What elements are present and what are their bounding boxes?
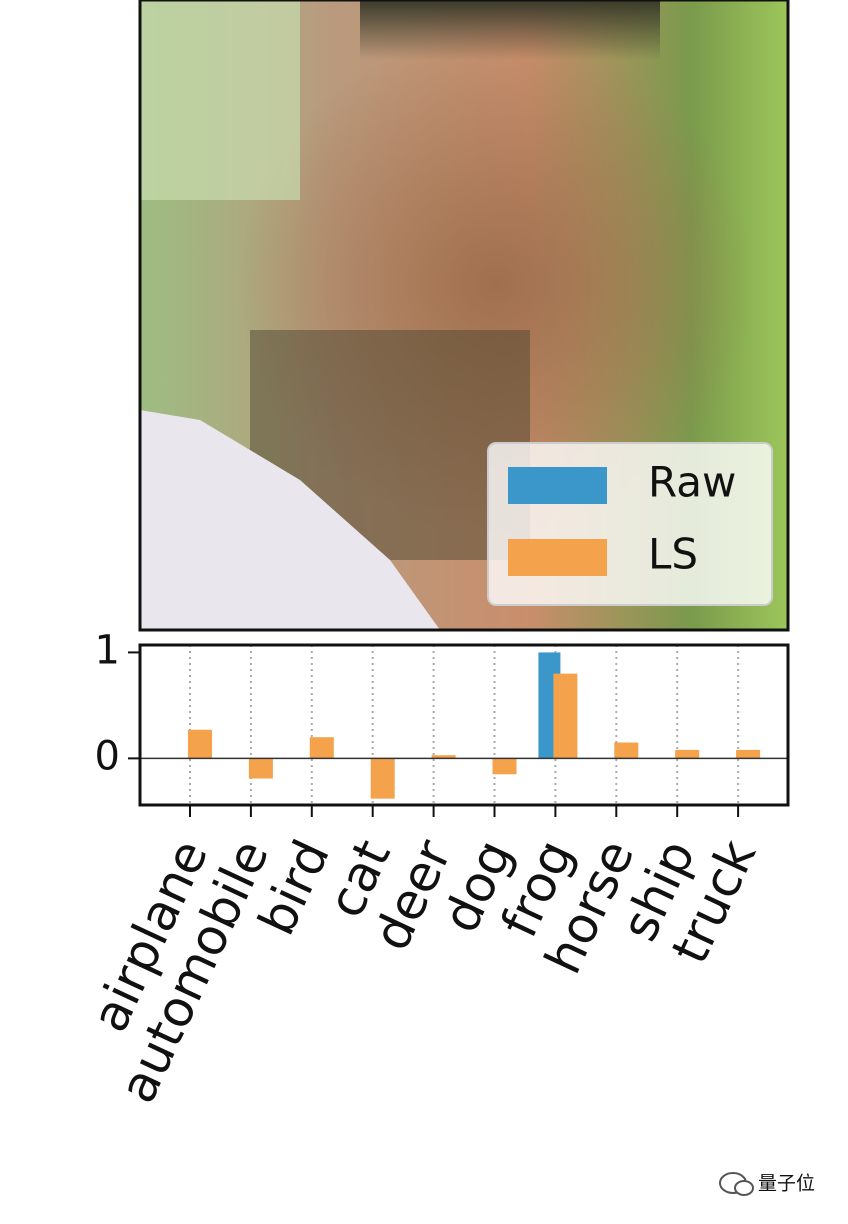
bar — [736, 749, 761, 759]
chart: airplaneautomobilebirdcatdeerdogfroghors… — [80, 627, 790, 1111]
bar — [431, 755, 456, 759]
legend-swatch — [508, 467, 607, 504]
bar — [370, 758, 395, 799]
plot-frame — [138, 643, 790, 807]
bar — [492, 758, 517, 775]
bar — [188, 729, 212, 759]
bar — [309, 737, 334, 759]
photo — [138, 0, 790, 632]
watermark: 量子位 — [719, 1172, 815, 1196]
bar — [553, 673, 578, 759]
legend-swatch — [508, 539, 607, 576]
bar — [675, 749, 700, 759]
legend-label: Raw — [648, 458, 736, 507]
bar — [614, 742, 639, 759]
legend-label: LS — [648, 530, 698, 579]
bar — [248, 758, 273, 779]
watermark-text: 量子位 — [758, 1173, 815, 1195]
y-tick-label: 1 — [95, 627, 120, 673]
y-tick-label: 0 — [95, 733, 120, 779]
legend: Raw LS — [487, 442, 773, 606]
